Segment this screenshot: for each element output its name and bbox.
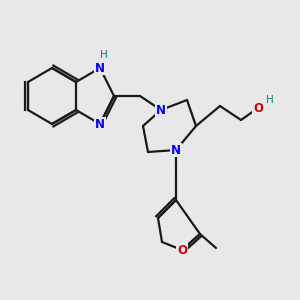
Text: H: H: [266, 95, 274, 105]
Text: O: O: [253, 101, 263, 115]
Text: N: N: [95, 118, 105, 130]
Text: N: N: [156, 103, 166, 116]
Text: O: O: [177, 244, 187, 256]
Text: N: N: [95, 61, 105, 74]
Text: H: H: [100, 50, 108, 60]
Text: N: N: [171, 143, 181, 157]
